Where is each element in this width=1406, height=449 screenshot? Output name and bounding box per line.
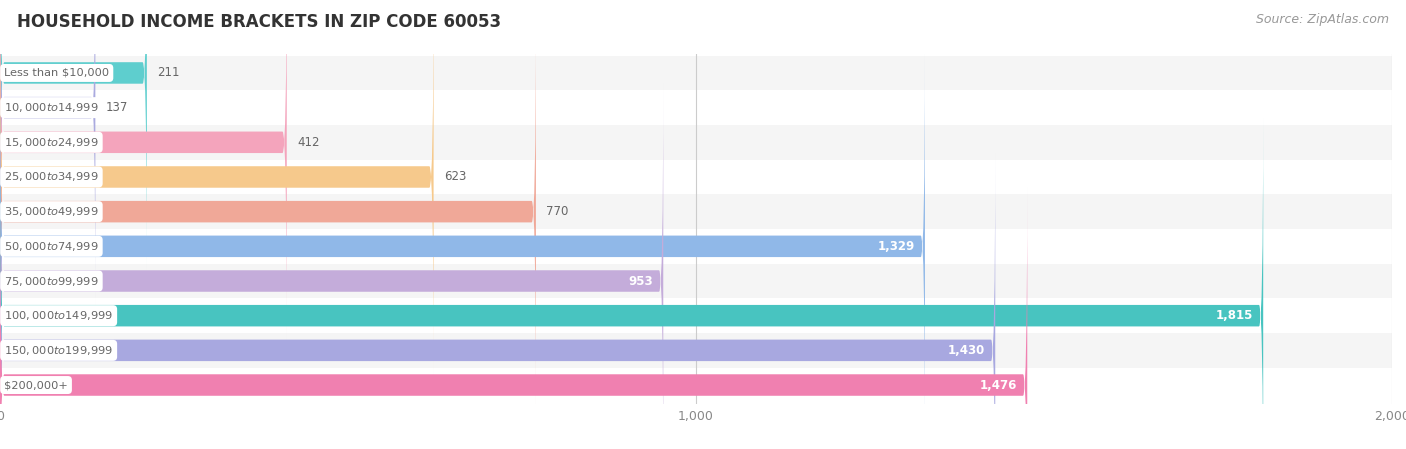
Bar <box>0 264 1392 298</box>
Text: 211: 211 <box>157 66 180 79</box>
Text: 770: 770 <box>547 205 568 218</box>
Bar <box>0 56 1392 90</box>
FancyBboxPatch shape <box>0 0 433 374</box>
Text: 1,430: 1,430 <box>948 344 984 357</box>
Text: 1,815: 1,815 <box>1215 309 1253 322</box>
Text: $25,000 to $34,999: $25,000 to $34,999 <box>4 171 98 184</box>
Text: $75,000 to $99,999: $75,000 to $99,999 <box>4 274 98 287</box>
Text: Less than $10,000: Less than $10,000 <box>4 68 110 78</box>
FancyBboxPatch shape <box>0 0 146 270</box>
FancyBboxPatch shape <box>0 0 96 305</box>
Text: $35,000 to $49,999: $35,000 to $49,999 <box>4 205 98 218</box>
Bar <box>0 368 1392 402</box>
Bar <box>0 194 1392 229</box>
Text: $50,000 to $74,999: $50,000 to $74,999 <box>4 240 98 253</box>
Text: 623: 623 <box>444 171 467 184</box>
Text: HOUSEHOLD INCOME BRACKETS IN ZIP CODE 60053: HOUSEHOLD INCOME BRACKETS IN ZIP CODE 60… <box>17 13 501 31</box>
FancyBboxPatch shape <box>0 153 995 449</box>
Text: 137: 137 <box>105 101 128 114</box>
Text: 412: 412 <box>297 136 319 149</box>
Text: 1,329: 1,329 <box>877 240 914 253</box>
Text: 953: 953 <box>628 274 652 287</box>
Bar <box>0 229 1392 264</box>
Bar <box>0 160 1392 194</box>
Text: $200,000+: $200,000+ <box>4 380 67 390</box>
FancyBboxPatch shape <box>0 49 925 444</box>
Bar <box>0 298 1392 333</box>
Bar <box>0 125 1392 160</box>
FancyBboxPatch shape <box>0 14 536 409</box>
Text: $100,000 to $149,999: $100,000 to $149,999 <box>4 309 112 322</box>
FancyBboxPatch shape <box>0 0 287 339</box>
Text: $150,000 to $199,999: $150,000 to $199,999 <box>4 344 112 357</box>
Text: Source: ZipAtlas.com: Source: ZipAtlas.com <box>1256 13 1389 26</box>
Text: 1,476: 1,476 <box>980 379 1017 392</box>
Text: $15,000 to $24,999: $15,000 to $24,999 <box>4 136 98 149</box>
FancyBboxPatch shape <box>0 84 664 449</box>
FancyBboxPatch shape <box>0 188 1028 449</box>
FancyBboxPatch shape <box>0 119 1263 449</box>
Bar <box>0 333 1392 368</box>
Bar <box>0 90 1392 125</box>
Text: $10,000 to $14,999: $10,000 to $14,999 <box>4 101 98 114</box>
